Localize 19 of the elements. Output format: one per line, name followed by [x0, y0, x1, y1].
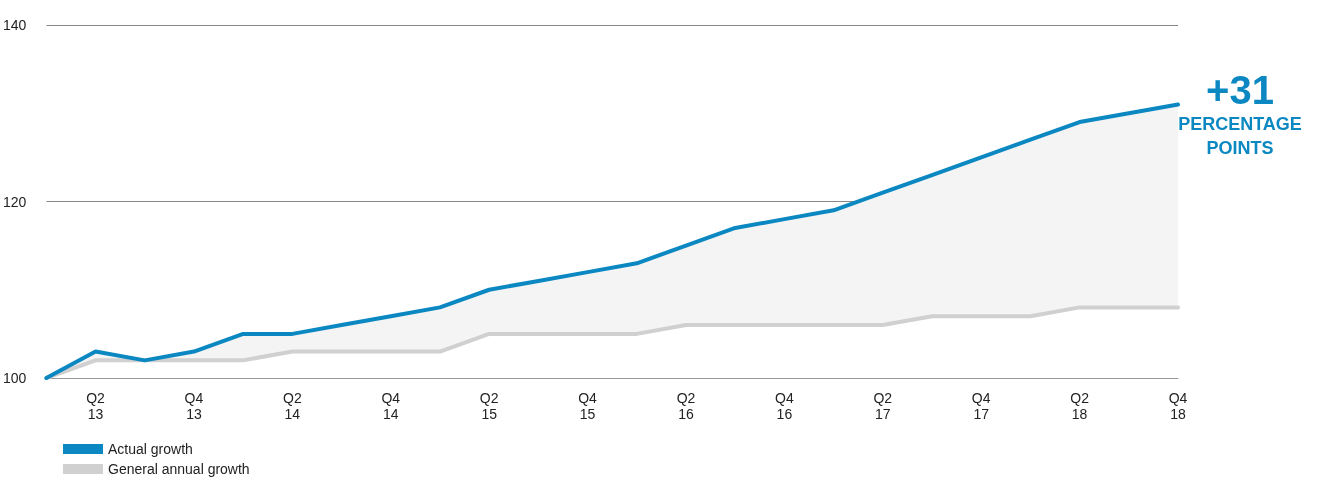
x-tick-label: Q2 16 [676, 390, 696, 422]
text: PERCENTAGE POINTS [1177, 113, 1303, 160]
x-tick-label: Q2 14 [283, 390, 302, 422]
x-tick-label: Q4 15 [578, 390, 598, 422]
legend-label: Actual growth [108, 441, 193, 457]
text: +31 [1205, 68, 1275, 112]
x-tick-label: Q2 15 [479, 390, 499, 422]
y-tick-label: 100 [3, 370, 27, 386]
y-tick-label: 120 [3, 193, 27, 210]
y-tick-label: 140 [3, 17, 27, 33]
x-tick-label: Q2 17 [873, 390, 893, 422]
x-tick-label: Q2 18 [1070, 390, 1090, 422]
legend-label: General annual growth [108, 461, 250, 477]
x-tick-label: Q4 14 [381, 390, 401, 422]
x-tick-label: Q4 18 [1168, 390, 1188, 422]
x-tick-label: Q4 16 [775, 390, 794, 422]
x-tick-label: Q2 13 [86, 390, 106, 422]
x-tick-label: Q4 17 [971, 390, 991, 422]
x-tick-label: Q4 13 [184, 390, 204, 422]
